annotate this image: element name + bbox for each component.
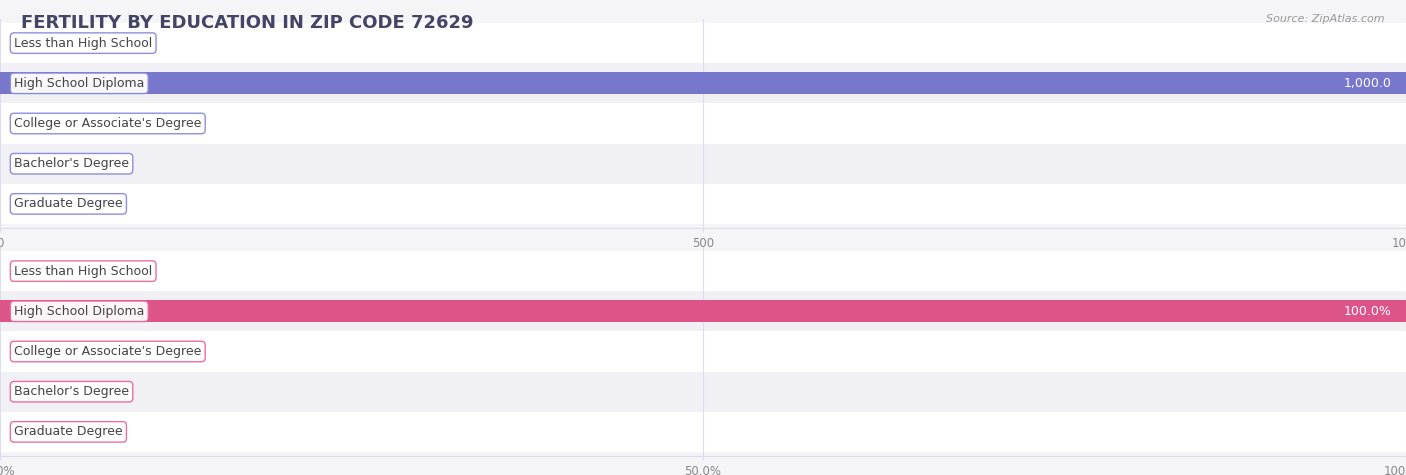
Text: Bachelor's Degree: Bachelor's Degree	[14, 385, 129, 398]
Text: High School Diploma: High School Diploma	[14, 77, 145, 90]
Text: Graduate Degree: Graduate Degree	[14, 426, 122, 438]
Text: Source: ZipAtlas.com: Source: ZipAtlas.com	[1267, 14, 1385, 24]
Text: Less than High School: Less than High School	[14, 265, 152, 277]
Bar	[0, 251, 1406, 291]
Bar	[0, 72, 1406, 95]
Text: 0.0: 0.0	[21, 37, 41, 49]
Bar	[0, 143, 1406, 184]
Text: 0.0%: 0.0%	[21, 265, 53, 277]
Bar	[0, 300, 1406, 323]
Text: FERTILITY BY EDUCATION IN ZIP CODE 72629: FERTILITY BY EDUCATION IN ZIP CODE 72629	[21, 14, 474, 32]
Bar	[0, 63, 1406, 104]
Bar	[0, 104, 1406, 143]
Text: Graduate Degree: Graduate Degree	[14, 198, 122, 210]
Bar	[0, 291, 1406, 332]
Text: 100.0%: 100.0%	[1344, 305, 1392, 318]
Text: 0.0: 0.0	[21, 157, 41, 170]
Text: 0.0%: 0.0%	[21, 385, 53, 398]
Text: 0.0%: 0.0%	[21, 426, 53, 438]
Text: College or Associate's Degree: College or Associate's Degree	[14, 117, 201, 130]
Bar	[0, 184, 1406, 224]
Text: College or Associate's Degree: College or Associate's Degree	[14, 345, 201, 358]
Text: Less than High School: Less than High School	[14, 37, 152, 49]
Text: 0.0: 0.0	[21, 117, 41, 130]
Text: 0.0%: 0.0%	[21, 345, 53, 358]
Bar	[0, 332, 1406, 371]
Text: High School Diploma: High School Diploma	[14, 305, 145, 318]
Text: Bachelor's Degree: Bachelor's Degree	[14, 157, 129, 170]
Text: 0.0: 0.0	[21, 198, 41, 210]
Bar	[0, 23, 1406, 63]
Bar	[0, 412, 1406, 452]
Bar	[0, 371, 1406, 412]
Text: 1,000.0: 1,000.0	[1344, 77, 1392, 90]
